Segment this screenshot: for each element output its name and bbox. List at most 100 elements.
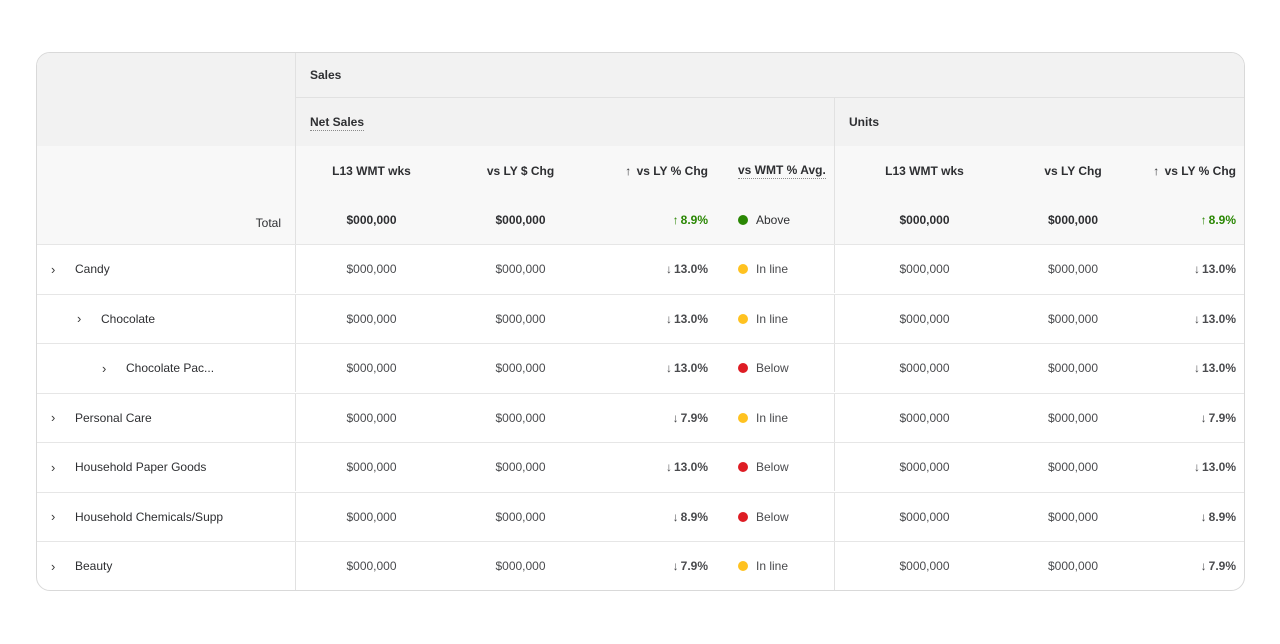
col-header-units-l13[interactable]: L13 WMT wks (834, 146, 1014, 195)
chevron-right-icon[interactable]: › (51, 459, 56, 475)
row-net-l13: $000,000 (295, 492, 447, 541)
row-status: Below (724, 344, 834, 392)
table-row[interactable]: › Household Paper Goods $000,000 $000,00… (37, 442, 1244, 491)
status-dot-icon (738, 412, 748, 423)
table-row[interactable]: › Beauty $000,000 $000,000 ↓ 7.9% In line… (37, 541, 1244, 590)
row-label-cell[interactable]: › Chocolate Pac... (37, 344, 295, 392)
row-net-vs-ly-pct-value: 7.9% (680, 410, 708, 425)
row-net-vs-ly-dollar: $000,000 (495, 460, 546, 474)
row-status: In line (724, 542, 834, 590)
status-dot-icon (738, 214, 748, 225)
group-title-net-sales: Net Sales (310, 114, 365, 131)
status-label: Above (756, 212, 791, 227)
status-label: Below (756, 509, 789, 524)
col-header-net-vs-ly-pct-label: vs LY % Chg (636, 163, 708, 178)
row-label-cell[interactable]: › Beauty (37, 542, 295, 590)
group-header-net-sales[interactable]: Net Sales (295, 97, 834, 146)
row-units-l13: $000,000 (834, 245, 1014, 293)
arrow-down-icon: ↓ (665, 460, 672, 474)
arrow-down-icon: ↓ (665, 311, 672, 326)
arrow-down-icon: ↓ (1193, 361, 1200, 375)
row-label: Household Paper Goods (75, 460, 207, 474)
total-net-vs-ly-pct: ↑ 8.9% (594, 195, 724, 244)
row-label-cell[interactable]: › Household Chemicals/Supp (37, 493, 295, 541)
table-row[interactable]: › Household Chemicals/Supp $000,000 $000… (37, 491, 1244, 541)
group-header-units: Units (834, 97, 1244, 146)
header-corner-2 (37, 97, 295, 146)
arrow-down-icon: ↓ (672, 410, 679, 425)
row-units-vs-ly-pct: ↓ 7.9% (1132, 394, 1244, 442)
col-header-units-vs-ly[interactable]: vs LY Chg (1044, 163, 1102, 178)
col-header-net-l13[interactable]: L13 WMT wks (295, 146, 447, 195)
arrow-down-icon: ↓ (665, 361, 672, 375)
row-net-vs-ly-pct-value: 13.0% (673, 311, 708, 326)
row-label: Candy (75, 262, 110, 276)
total-net-l13: $000,000 (295, 195, 447, 244)
row-label: Personal Care (75, 410, 152, 425)
chevron-right-icon[interactable]: › (51, 558, 56, 574)
chevron-right-icon[interactable]: › (77, 311, 82, 326)
header-corner-3 (37, 146, 295, 195)
total-row: Total $000,000 $000,000 ↑ 8.9% Above $000… (37, 195, 1244, 244)
row-net-l13: $000,000 (295, 245, 447, 293)
col-header-net-vs-wmt-avg-label: vs WMT % Avg. (738, 162, 826, 179)
total-units-vs-ly-pct: ↑ 8.9% (1132, 195, 1244, 244)
row-net-vs-ly-pct-value: 13.0% (673, 262, 708, 276)
row-label-cell[interactable]: › Chocolate (37, 295, 295, 343)
row-units-vs-ly-pct-value: 7.9% (1208, 559, 1236, 573)
row-label-cell[interactable]: › Household Paper Goods (37, 443, 295, 491)
row-net-vs-ly-pct: ↓ 13.0% (594, 295, 724, 343)
row-net-vs-ly-pct: ↓ 13.0% (594, 245, 724, 293)
status-dot-icon (738, 561, 748, 571)
row-units-vs-ly: $000,000 (1047, 509, 1099, 524)
chevron-right-icon[interactable]: › (51, 410, 56, 425)
row-units-l13: $000,000 (834, 393, 1014, 442)
row-units-vs-ly-pct-value: 7.9% (1208, 410, 1236, 425)
row-net-l13: $000,000 (295, 542, 447, 590)
table-row[interactable]: › Candy $000,000 $000,000 ↓ 13.0% In line… (37, 244, 1244, 293)
row-net-l13: $000,000 (295, 344, 447, 392)
arrow-down-icon: ↓ (672, 509, 679, 524)
row-status: Below (724, 493, 834, 541)
row-units-vs-ly: $000,000 (1047, 559, 1099, 573)
col-header-units-vs-ly-pct-label: vs LY % Chg (1164, 163, 1236, 178)
col-header-net-vs-ly-dollar[interactable]: vs LY $ Chg (486, 163, 555, 178)
col-header-net-vs-wmt-avg[interactable]: vs WMT % Avg. (724, 146, 834, 195)
row-label-cell[interactable]: › Candy (37, 245, 295, 293)
header-row-subgroups: Net Sales Units (37, 97, 1244, 146)
table-row[interactable]: › Chocolate Pac... $000,000 $000,000 ↓ 13… (37, 343, 1244, 392)
row-units-vs-ly-pct: ↓ 13.0% (1132, 295, 1244, 343)
row-label-cell[interactable]: › Personal Care (37, 394, 295, 442)
row-status: In line (724, 394, 834, 442)
col-header-units-vs-ly-pct[interactable]: ↑ vs LY % Chg (1132, 146, 1244, 195)
row-net-vs-ly-pct: ↓ 7.9% (594, 394, 724, 442)
chevron-right-icon[interactable]: › (102, 360, 107, 376)
total-net-vs-ly-dollar: $000,000 (495, 212, 546, 227)
row-status: Below (724, 443, 834, 491)
header-corner (37, 53, 295, 97)
total-units-l13: $000,000 (834, 195, 1014, 244)
row-units-l13: $000,000 (834, 492, 1014, 541)
status-dot-icon (738, 462, 748, 472)
row-units-l13: $000,000 (834, 344, 1014, 392)
table-row[interactable]: › Personal Care $000,000 $000,000 ↓ 7.9% … (37, 392, 1244, 442)
status-dot-icon (738, 511, 748, 522)
row-units-vs-ly-pct-value: 13.0% (1201, 361, 1236, 375)
row-units-l13: $000,000 (834, 294, 1014, 343)
chevron-right-icon[interactable]: › (51, 261, 56, 277)
table-row[interactable]: › Chocolate $000,000 $000,000 ↓ 13.0% In … (37, 293, 1244, 343)
chevron-right-icon[interactable]: › (51, 509, 56, 524)
status-label: In line (756, 311, 789, 326)
sales-data-table: Sales Net Sales Units L13 WMT wks vs LY … (36, 52, 1245, 591)
col-header-net-vs-ly-pct[interactable]: ↑ vs LY % Chg (594, 146, 724, 195)
group-header-sales: Sales (295, 53, 1244, 97)
total-units-vs-ly-pct-value: 8.9% (1208, 212, 1236, 227)
row-units-vs-ly-pct-value: 13.0% (1201, 262, 1236, 276)
row-net-vs-ly-pct: ↓ 13.0% (594, 443, 724, 491)
row-units-vs-ly: $000,000 (1047, 311, 1099, 326)
row-net-vs-ly-pct: ↓ 13.0% (594, 344, 724, 392)
row-status: In line (724, 295, 834, 343)
status-dot-icon (738, 264, 748, 274)
row-net-vs-ly-dollar: $000,000 (495, 559, 546, 573)
row-net-l13: $000,000 (295, 294, 447, 343)
